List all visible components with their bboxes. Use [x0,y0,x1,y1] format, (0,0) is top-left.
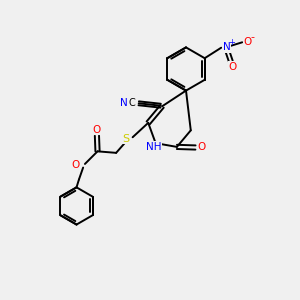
Text: O: O [197,142,206,152]
Text: N: N [120,98,127,108]
Text: C: C [128,98,135,108]
Text: O: O [228,61,236,72]
Text: O: O [93,125,101,135]
Text: O: O [244,37,252,47]
Text: N: N [223,42,230,52]
Text: NH: NH [146,142,162,152]
Text: +: + [229,38,236,47]
Text: S: S [122,134,129,144]
Text: -: - [251,32,255,42]
Text: O: O [71,160,80,170]
